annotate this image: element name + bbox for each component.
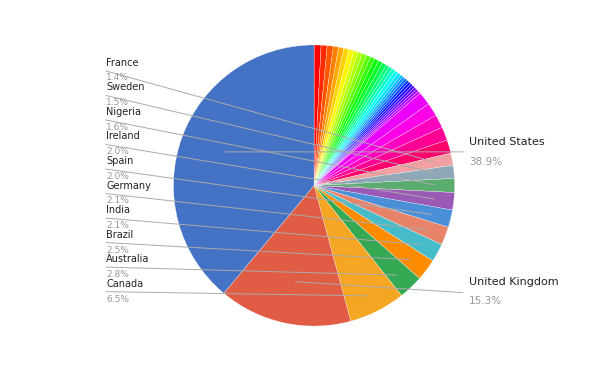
Wedge shape bbox=[314, 53, 367, 186]
Wedge shape bbox=[314, 186, 433, 279]
Wedge shape bbox=[314, 186, 401, 321]
Wedge shape bbox=[314, 69, 395, 186]
Wedge shape bbox=[314, 83, 413, 186]
Text: Canada: Canada bbox=[106, 279, 143, 289]
Wedge shape bbox=[314, 61, 383, 186]
Wedge shape bbox=[314, 186, 419, 295]
Wedge shape bbox=[314, 65, 389, 186]
Text: 2.0%: 2.0% bbox=[106, 172, 129, 181]
Wedge shape bbox=[314, 186, 448, 244]
Wedge shape bbox=[314, 48, 349, 186]
Wedge shape bbox=[314, 45, 327, 186]
Wedge shape bbox=[314, 89, 418, 186]
Wedge shape bbox=[314, 186, 442, 261]
Text: India: India bbox=[106, 205, 130, 215]
Wedge shape bbox=[314, 153, 453, 186]
Wedge shape bbox=[314, 78, 407, 186]
Text: 2.5%: 2.5% bbox=[106, 246, 129, 255]
Wedge shape bbox=[314, 71, 398, 186]
Wedge shape bbox=[314, 80, 409, 186]
Wedge shape bbox=[224, 186, 351, 326]
Wedge shape bbox=[314, 46, 338, 186]
Wedge shape bbox=[314, 186, 452, 227]
Wedge shape bbox=[314, 67, 392, 186]
Wedge shape bbox=[173, 45, 314, 293]
Text: 2.1%: 2.1% bbox=[106, 221, 129, 230]
Text: Sweden: Sweden bbox=[106, 82, 145, 92]
Wedge shape bbox=[314, 178, 455, 193]
Wedge shape bbox=[314, 104, 436, 186]
Wedge shape bbox=[314, 165, 454, 186]
Text: 2.0%: 2.0% bbox=[106, 147, 129, 156]
Wedge shape bbox=[314, 46, 334, 186]
Wedge shape bbox=[314, 87, 416, 186]
Text: 15.3%: 15.3% bbox=[469, 296, 502, 306]
Text: Spain: Spain bbox=[106, 156, 133, 166]
Text: Nigeria: Nigeria bbox=[106, 107, 141, 117]
Wedge shape bbox=[314, 63, 386, 186]
Wedge shape bbox=[314, 52, 362, 186]
Wedge shape bbox=[314, 45, 321, 186]
Text: Ireland: Ireland bbox=[106, 131, 140, 141]
Text: Germany: Germany bbox=[106, 181, 151, 190]
Wedge shape bbox=[314, 91, 420, 186]
Wedge shape bbox=[314, 55, 371, 186]
Wedge shape bbox=[314, 73, 401, 186]
Wedge shape bbox=[314, 57, 374, 186]
Text: 6.5%: 6.5% bbox=[106, 295, 129, 304]
Wedge shape bbox=[314, 47, 344, 186]
Wedge shape bbox=[314, 82, 411, 186]
Wedge shape bbox=[314, 77, 405, 186]
Wedge shape bbox=[314, 186, 454, 210]
Text: Australia: Australia bbox=[106, 254, 149, 264]
Text: France: France bbox=[106, 58, 139, 68]
Text: Brazil: Brazil bbox=[106, 230, 133, 240]
Text: 1.6%: 1.6% bbox=[106, 123, 129, 132]
Wedge shape bbox=[314, 85, 415, 186]
Wedge shape bbox=[314, 127, 447, 186]
Text: 1.5%: 1.5% bbox=[106, 98, 129, 107]
Text: 1.4%: 1.4% bbox=[106, 73, 129, 82]
Wedge shape bbox=[314, 49, 354, 186]
Text: United States: United States bbox=[469, 137, 544, 147]
Wedge shape bbox=[314, 93, 428, 186]
Text: 38.9%: 38.9% bbox=[469, 157, 502, 167]
Wedge shape bbox=[314, 59, 379, 186]
Text: 2.8%: 2.8% bbox=[106, 270, 129, 279]
Wedge shape bbox=[314, 140, 451, 186]
Wedge shape bbox=[314, 51, 358, 186]
Wedge shape bbox=[314, 75, 403, 186]
Wedge shape bbox=[314, 115, 442, 186]
Text: United Kingdom: United Kingdom bbox=[469, 277, 558, 286]
Text: 2.1%: 2.1% bbox=[106, 197, 129, 206]
